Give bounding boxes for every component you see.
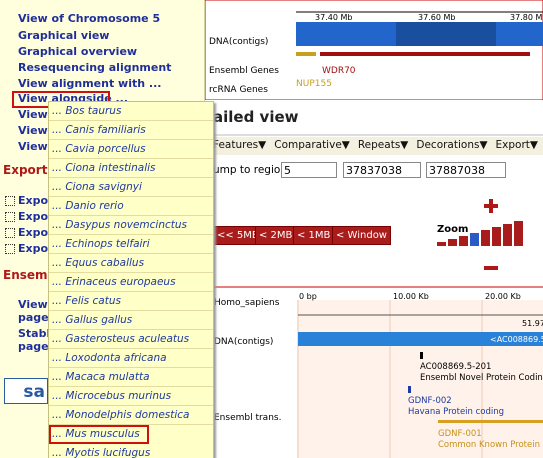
dropdown-item[interactable]: ... Equus caballus bbox=[49, 254, 213, 273]
top-panel bbox=[204, 0, 543, 101]
jump-input[interactable]: 37887038 bbox=[426, 162, 506, 178]
ruler-label: 20.00 Kb bbox=[485, 292, 521, 301]
scale-label: 51.97 bbox=[522, 319, 543, 328]
sidebar-link[interactable]: Graphical overview bbox=[18, 45, 138, 58]
dropdown-item[interactable]: ... Gasterosteus aculeatus bbox=[49, 330, 213, 349]
dropdown-item[interactable]: ... Dasypus novemcinctus bbox=[49, 216, 213, 235]
dropdown-item[interactable]: ... Loxodonta africana bbox=[49, 349, 213, 368]
transcript-glyph bbox=[438, 420, 543, 423]
species-dropdown: ... Bos taurus... Canis familiaris... Ca… bbox=[48, 101, 214, 458]
dropdown-item[interactable]: ... Canis familiaris bbox=[49, 121, 213, 140]
sidebar-link[interactable]: Graphical view bbox=[18, 29, 110, 42]
dropdown-item[interactable]: ... Echinops telfairi bbox=[49, 235, 213, 254]
transcript-label: Ensembl Novel Protein Coding bbox=[420, 373, 543, 383]
menu-item[interactable]: Decorations▼ bbox=[416, 139, 488, 151]
dropdown-item[interactable]: ... Erinaceus europaeus bbox=[49, 273, 213, 292]
transcript-glyph bbox=[408, 386, 411, 393]
transcript-label: AC008869.5-201 bbox=[420, 362, 491, 372]
ensembl-link[interactable]: Stable bbox=[18, 327, 58, 340]
zoom-label: Zoom bbox=[437, 224, 468, 235]
logo: sa bbox=[4, 378, 48, 404]
gene-label: WDR70 bbox=[322, 66, 356, 76]
sidebar-link[interactable]: View alignment with ... bbox=[18, 77, 162, 90]
transcript-glyph bbox=[420, 352, 423, 359]
ruler-label: 37.60 Mb bbox=[418, 13, 455, 22]
jump-label: ump to region bbox=[213, 164, 287, 176]
menu-bar: Features▼ Comparative▼ Repeats▼ Decorations… bbox=[213, 139, 543, 151]
section-heading: Ensemb bbox=[3, 268, 57, 282]
dropdown-item[interactable]: ... Microcebus murinus bbox=[49, 387, 213, 406]
track-label: DNA(contigs) bbox=[209, 37, 268, 47]
title-band bbox=[205, 100, 543, 137]
menu-item[interactable]: Features▼ bbox=[213, 139, 267, 151]
dropdown-item[interactable]: ... Macaca mulatta bbox=[49, 368, 213, 387]
menu-item[interactable]: Export▼ bbox=[495, 139, 538, 151]
sidebar-link[interactable]: View of Chromosome 5 bbox=[18, 12, 161, 25]
section-heading: Export bbox=[3, 163, 48, 177]
ensembl-link[interactable]: View r bbox=[18, 298, 57, 311]
transcript-label: Common Known Protein co bbox=[438, 440, 543, 450]
ruler-label: 37.40 Mb bbox=[315, 13, 352, 22]
track-label: Ensembl Genes bbox=[209, 66, 279, 76]
jump-input[interactable]: 37837038 bbox=[343, 162, 421, 178]
track-label: Ensembl trans. bbox=[214, 413, 281, 423]
dropdown-item[interactable]: ... Gallus gallus bbox=[49, 311, 213, 330]
ensembl-link[interactable]: page i bbox=[18, 311, 57, 324]
gene-bar bbox=[320, 52, 530, 56]
contig-label: <AC008869.5 bbox=[490, 335, 543, 344]
species-label: Homo_sapiens bbox=[214, 298, 280, 308]
menu-item[interactable]: Comparative▼ bbox=[274, 139, 350, 151]
ruler-label: 10.00 Kb bbox=[393, 292, 429, 301]
nav-button[interactable]: < Window bbox=[332, 226, 391, 245]
transcript-label: GDNF-001 bbox=[438, 429, 482, 439]
zoom-in[interactable] bbox=[484, 199, 498, 213]
nav-button[interactable]: < 2MB bbox=[255, 226, 297, 245]
menu-item[interactable]: Repeats▼ bbox=[357, 139, 409, 151]
dropdown-item[interactable]: ... Monodelphis domestica bbox=[49, 406, 213, 425]
export-icon bbox=[5, 244, 15, 254]
nav-button[interactable]: < 1MB bbox=[293, 226, 335, 245]
ruler-label: 37.80 Mb bbox=[510, 13, 543, 22]
contig-bar bbox=[298, 332, 543, 346]
dropdown-item[interactable]: ... Bos taurus bbox=[49, 102, 213, 121]
page-title: ailed view bbox=[213, 108, 299, 126]
gene-label: NUP155 bbox=[296, 79, 332, 89]
dropdown-item[interactable]: ... Felis catus bbox=[49, 292, 213, 311]
export-icon bbox=[5, 228, 15, 238]
dropdown-item[interactable]: ... Cavia porcellus bbox=[49, 140, 213, 159]
track-label: rcRNA Genes bbox=[209, 85, 268, 95]
dropdown-item[interactable]: ... Ciona intestinalis bbox=[49, 159, 213, 178]
export-icon bbox=[5, 212, 15, 222]
dropdown-item[interactable]: ... Mus musculus bbox=[49, 425, 149, 444]
ensembl-link[interactable]: page bbox=[18, 340, 49, 353]
transcript-label: GDNF-002 bbox=[408, 396, 452, 406]
menu-bar bbox=[205, 137, 543, 155]
jump-input[interactable]: 5 bbox=[281, 162, 337, 178]
dropdown-item[interactable]: ... Ciona savignyi bbox=[49, 178, 213, 197]
detail-track-area bbox=[297, 300, 543, 458]
sidebar-link[interactable]: Resequencing alignment bbox=[18, 61, 172, 74]
gene-bar bbox=[296, 52, 316, 56]
export-icon bbox=[5, 196, 15, 206]
sidebar-link[interactable]: View r bbox=[18, 140, 57, 153]
zoom-steps[interactable] bbox=[437, 221, 523, 246]
ruler-label: 0 bp bbox=[299, 292, 317, 301]
dropdown-item[interactable]: ... Danio rerio bbox=[49, 197, 213, 216]
dropdown-item[interactable]: ... Myotis lucifugus bbox=[49, 444, 213, 458]
transcript-label: Havana Protein coding bbox=[408, 407, 504, 417]
contig-bar bbox=[396, 22, 496, 46]
track-label: DNA(contigs) bbox=[214, 337, 273, 347]
